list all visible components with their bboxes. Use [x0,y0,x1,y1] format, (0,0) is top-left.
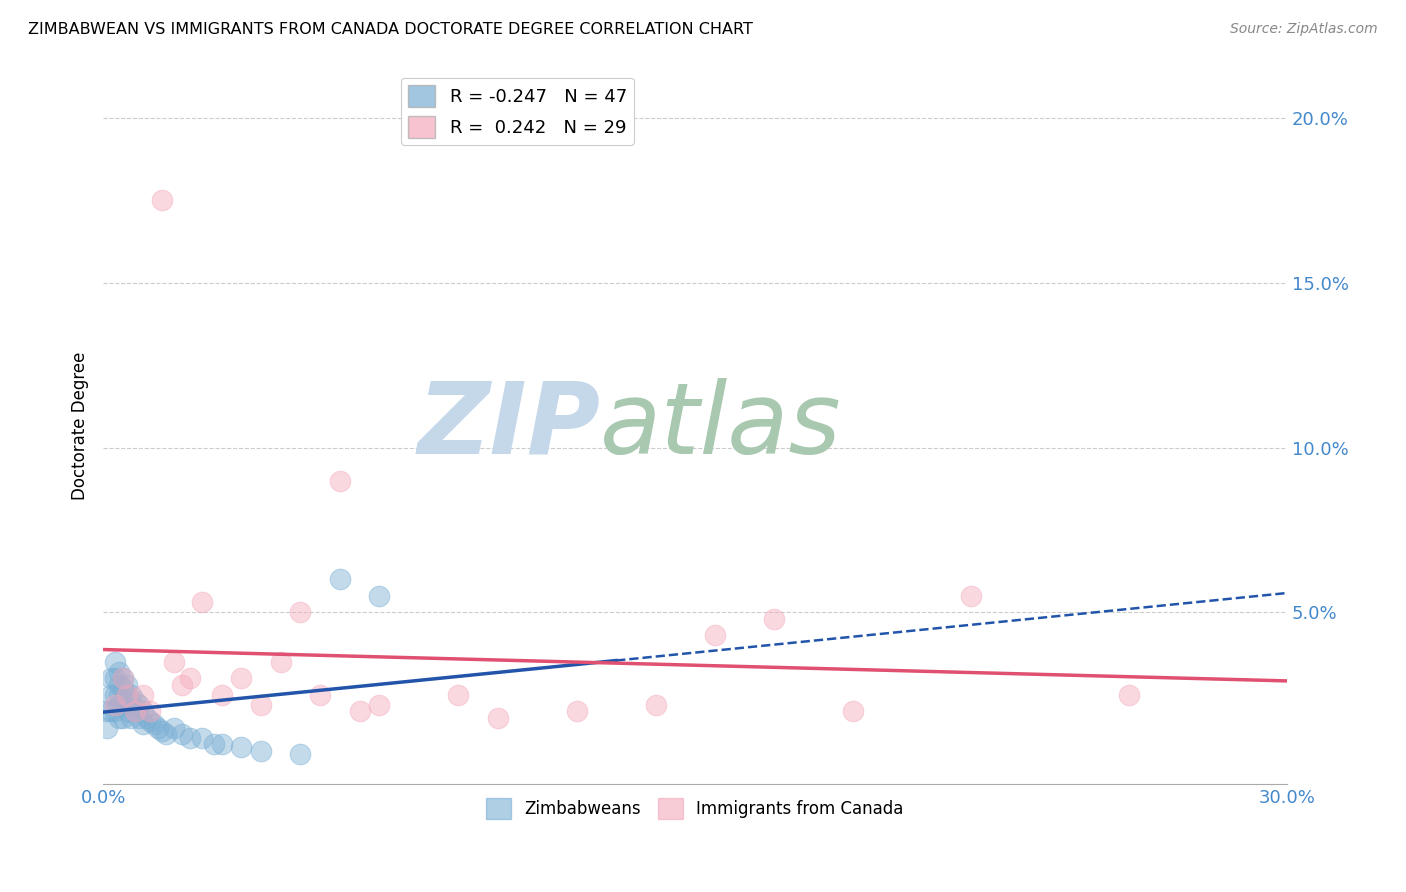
Point [191,595,214,609]
Point [104,698,127,712]
Point [250,744,273,758]
Point [1118,688,1140,702]
Point [104,671,127,685]
Point [124,704,146,718]
Point [150,724,173,739]
Point [329,474,352,488]
Point [108,688,131,702]
Point [111,671,134,685]
Text: atlas: atlas [600,377,842,475]
Point [120,688,142,702]
Point [163,721,186,735]
Point [115,688,138,702]
Legend: Zimbabweans, Immigrants from Canada: Zimbabweans, Immigrants from Canada [479,792,910,825]
Y-axis label: Doctorate Degree: Doctorate Degree [72,352,89,500]
Point [104,704,127,718]
Point [211,688,233,702]
Point [250,698,273,712]
Point [124,704,146,718]
Point [762,612,785,626]
Point [960,589,983,603]
Point [135,711,157,725]
Point [179,731,201,745]
Point [842,704,865,718]
Point [120,698,142,712]
Point [143,717,166,731]
Point [96,704,118,718]
Point [150,194,173,208]
Point [115,678,138,692]
Point [202,737,225,751]
Point [155,727,177,741]
Point [111,681,134,695]
Text: ZIP: ZIP [418,377,600,475]
Point [368,589,391,603]
Point [231,740,253,755]
Point [447,688,470,702]
Point [270,655,292,669]
Point [96,721,118,735]
Point [108,665,131,679]
Point [128,698,150,712]
Point [124,694,146,708]
Point [104,655,127,669]
Point [486,711,509,725]
Point [179,671,201,685]
Point [131,688,153,702]
Point [703,628,725,642]
Point [163,655,186,669]
Point [309,688,332,702]
Point [191,731,214,745]
Point [100,704,122,718]
Point [131,704,153,718]
Point [104,688,127,702]
Point [111,711,134,725]
Point [368,698,391,712]
Text: Source: ZipAtlas.com: Source: ZipAtlas.com [1230,22,1378,37]
Point [290,605,312,619]
Point [100,671,122,685]
Point [644,698,666,712]
Point [100,688,122,702]
Text: ZIMBABWEAN VS IMMIGRANTS FROM CANADA DOCTORATE DEGREE CORRELATION CHART: ZIMBABWEAN VS IMMIGRANTS FROM CANADA DOC… [28,22,754,37]
Point [111,698,134,712]
Point [115,688,138,702]
Point [115,704,138,718]
Point [128,711,150,725]
Point [139,714,162,728]
Point [211,737,233,751]
Point [111,671,134,685]
Point [131,717,153,731]
Point [108,711,131,725]
Point [170,678,193,692]
Point [148,721,170,735]
Point [170,727,193,741]
Point [565,704,588,718]
Point [108,678,131,692]
Point [231,671,253,685]
Point [349,704,371,718]
Point [139,704,162,718]
Point [290,747,312,761]
Point [120,711,142,725]
Point [329,573,352,587]
Point [108,698,131,712]
